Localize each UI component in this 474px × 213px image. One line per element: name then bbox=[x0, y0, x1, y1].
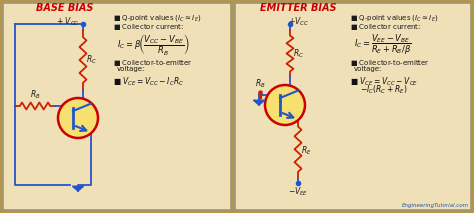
FancyBboxPatch shape bbox=[3, 3, 231, 210]
Text: $\blacksquare$ $V_{CE} = V_{CC} - V_{CE}$: $\blacksquare$ $V_{CE} = V_{CC} - V_{CE}… bbox=[350, 75, 418, 88]
Text: $\blacksquare$ Collector current:: $\blacksquare$ Collector current: bbox=[113, 22, 184, 32]
Text: $R_E$: $R_E$ bbox=[301, 145, 312, 157]
Polygon shape bbox=[73, 186, 83, 191]
Text: $\blacksquare$ Collector current:: $\blacksquare$ Collector current: bbox=[350, 22, 421, 32]
Text: $\blacksquare$ Collector-to-emitter: $\blacksquare$ Collector-to-emitter bbox=[113, 58, 193, 68]
Text: $I_C = \beta\!\left(\dfrac{V_{CC} - V_{BE}}{R_B}\right)$: $I_C = \beta\!\left(\dfrac{V_{CC} - V_{B… bbox=[117, 33, 190, 58]
Text: EMITTER BIAS: EMITTER BIAS bbox=[260, 3, 336, 13]
Text: $\blacksquare$ Collector-to-emitter: $\blacksquare$ Collector-to-emitter bbox=[350, 58, 430, 68]
Text: $\blacksquare$ Q-point values $(I_C \approx I_E)$: $\blacksquare$ Q-point values $(I_C \app… bbox=[113, 13, 201, 23]
Text: $- I_C(R_C + R_E)$: $- I_C(R_C + R_E)$ bbox=[360, 84, 408, 96]
Text: $R_B$: $R_B$ bbox=[30, 88, 40, 101]
Text: $\blacksquare$ Q-point values $(I_C \approx I_E)$: $\blacksquare$ Q-point values $(I_C \app… bbox=[350, 13, 438, 23]
Circle shape bbox=[265, 85, 305, 125]
Polygon shape bbox=[254, 100, 264, 105]
Text: $R_C$: $R_C$ bbox=[86, 54, 97, 66]
Text: $R_B$: $R_B$ bbox=[255, 78, 266, 90]
Text: $-V_{EE}$: $-V_{EE}$ bbox=[288, 185, 308, 197]
Text: EngineeringTutorial.com: EngineeringTutorial.com bbox=[402, 203, 469, 208]
Circle shape bbox=[58, 98, 98, 138]
Text: $\blacksquare$ $V_{CE} = V_{CC} - I_C R_C$: $\blacksquare$ $V_{CE} = V_{CC} - I_C R_… bbox=[113, 75, 184, 88]
Text: voltage:: voltage: bbox=[354, 66, 383, 72]
Text: $+V_{CC}$: $+V_{CC}$ bbox=[288, 16, 309, 29]
Text: voltage:: voltage: bbox=[117, 66, 146, 72]
Text: BASE BIAS: BASE BIAS bbox=[36, 3, 94, 13]
FancyBboxPatch shape bbox=[235, 3, 471, 210]
Text: $I_C = \dfrac{V_{EE} - V_{BE}}{R_E + R_B/\beta}$: $I_C = \dfrac{V_{EE} - V_{BE}}{R_E + R_B… bbox=[354, 33, 411, 57]
Text: $+\ V_{CC}$: $+\ V_{CC}$ bbox=[56, 16, 80, 29]
Text: $R_C$: $R_C$ bbox=[293, 47, 304, 60]
